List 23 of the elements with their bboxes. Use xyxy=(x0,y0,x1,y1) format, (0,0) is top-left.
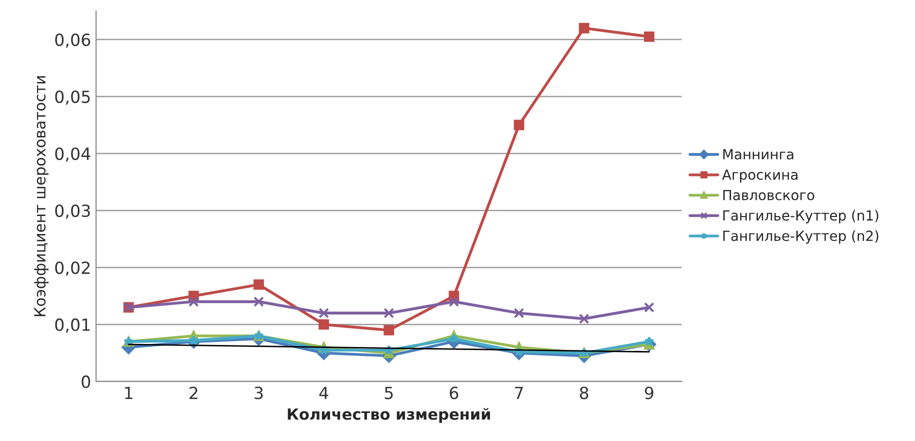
x-tick-label: 1 xyxy=(125,386,132,399)
legend-label: Агроскина xyxy=(722,170,798,183)
x-tick-label: 5 xyxy=(384,386,393,400)
legend-label: Павловского xyxy=(723,190,814,200)
x-tick-label: 8 xyxy=(580,386,588,400)
legend-label: Маннинга xyxy=(723,149,794,160)
y-tick-label: 0,04 xyxy=(55,147,90,162)
x-axis-title: Количество измерений xyxy=(288,408,490,423)
x-tick-label: 7 xyxy=(515,386,523,399)
y-tick-label: 0,05 xyxy=(55,90,90,105)
y-tick-label: 0,06 xyxy=(55,33,90,48)
legend-label: Гангилье-Куттер (n1) xyxy=(723,210,878,224)
x-tick-label: 4 xyxy=(319,386,328,399)
y-tick-label: 0 xyxy=(82,375,90,388)
y-tick-label: 0,03 xyxy=(55,204,90,219)
y-tick-label: 0,01 xyxy=(55,318,90,333)
legend-label: Гангилье-Куттер (n2) xyxy=(723,230,878,244)
y-axis-title: Коэффициент шероховатости xyxy=(34,76,49,316)
x-tick-label: 2 xyxy=(190,386,198,399)
x-tick-label: 9 xyxy=(644,386,654,400)
y-tick-label: 0,02 xyxy=(55,261,90,276)
x-tick-label: 6 xyxy=(450,386,458,400)
x-tick-label: 3 xyxy=(254,386,263,400)
